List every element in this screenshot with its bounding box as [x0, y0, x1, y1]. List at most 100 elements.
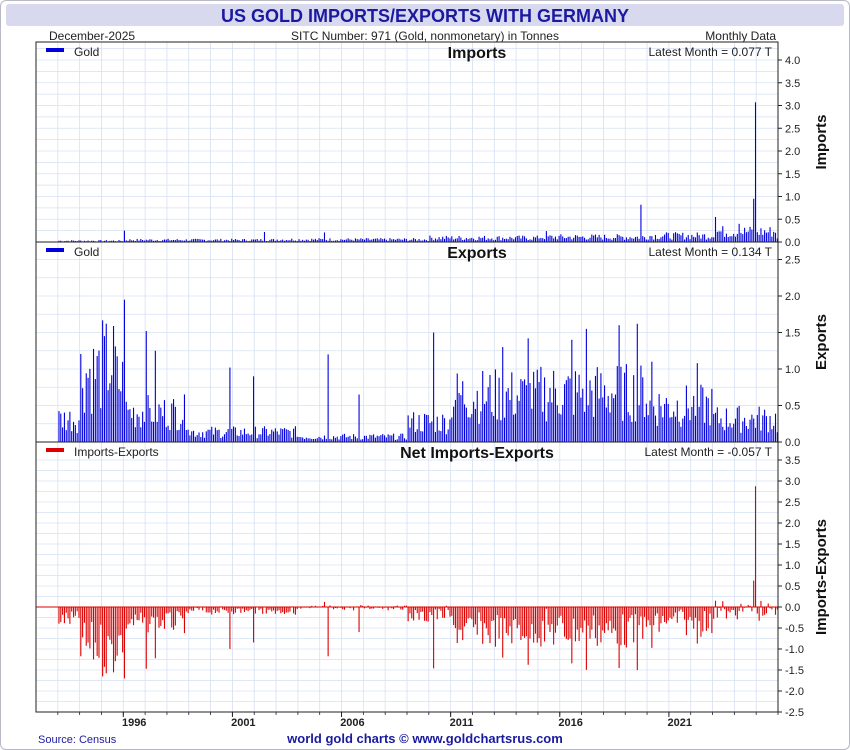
bar	[112, 326, 115, 442]
bar	[454, 607, 456, 629]
bar	[369, 434, 371, 442]
bar	[316, 438, 318, 442]
bar	[567, 607, 569, 640]
bar	[705, 396, 707, 442]
bar	[234, 427, 236, 442]
y-axis-label: Imports-Exports	[813, 519, 830, 635]
bar	[553, 607, 555, 645]
bar	[545, 231, 547, 242]
bar	[713, 413, 715, 442]
bar	[163, 607, 165, 629]
bar	[762, 607, 764, 616]
bar	[67, 240, 69, 242]
bar	[407, 240, 409, 242]
bar	[576, 392, 578, 442]
bar	[602, 239, 604, 242]
bar	[227, 240, 229, 242]
bar	[413, 412, 415, 442]
bar	[503, 417, 506, 442]
bar	[173, 399, 175, 442]
bar	[105, 607, 107, 674]
bar	[745, 426, 747, 442]
bar	[765, 416, 767, 442]
bar	[469, 607, 471, 618]
bar	[642, 236, 644, 242]
bar	[393, 433, 395, 442]
bar	[149, 607, 151, 625]
bar	[724, 607, 726, 610]
bar	[374, 437, 376, 442]
bar	[614, 394, 617, 442]
bar	[445, 434, 447, 442]
bar	[549, 387, 551, 442]
bar	[120, 391, 122, 442]
bar	[365, 435, 367, 442]
bar	[471, 607, 473, 620]
bar	[393, 239, 395, 242]
bar	[140, 238, 142, 242]
bar	[509, 399, 511, 442]
bar	[313, 439, 315, 442]
bar	[296, 436, 298, 442]
bar	[109, 607, 111, 640]
bar	[134, 427, 136, 442]
bar	[636, 323, 638, 442]
bar	[453, 607, 455, 626]
bar	[765, 607, 767, 614]
bar	[242, 434, 244, 442]
bar	[656, 425, 658, 442]
bar	[214, 607, 216, 613]
bar	[340, 436, 342, 442]
y-tick-label: 2.5	[785, 497, 800, 509]
bar	[131, 607, 133, 620]
bar	[754, 486, 757, 607]
bar	[382, 607, 384, 609]
bar	[371, 239, 373, 242]
bar	[249, 435, 251, 442]
bar	[505, 607, 507, 633]
bar	[87, 377, 89, 442]
bar	[316, 240, 318, 242]
bar	[245, 607, 247, 611]
bar	[369, 239, 371, 242]
bar	[58, 607, 60, 624]
bar	[389, 238, 391, 242]
y-tick-label: 0.0	[785, 237, 800, 249]
bar	[307, 239, 309, 242]
bar	[676, 233, 678, 242]
bar	[131, 240, 133, 242]
bar	[602, 607, 604, 631]
bar	[282, 607, 284, 613]
bar	[587, 239, 589, 242]
bar	[132, 240, 135, 242]
bar	[209, 240, 211, 242]
bar	[65, 607, 67, 613]
bar	[460, 607, 462, 630]
bar	[336, 240, 338, 242]
bar	[514, 413, 516, 442]
bar	[618, 235, 620, 242]
bar	[513, 239, 515, 242]
bar	[462, 607, 464, 641]
bar	[645, 607, 647, 627]
bar	[380, 238, 382, 242]
bar	[540, 607, 542, 647]
bar	[191, 607, 193, 611]
bar	[680, 607, 682, 610]
bar	[271, 239, 273, 242]
bar	[213, 240, 215, 242]
bar	[467, 239, 469, 242]
bar	[774, 232, 777, 242]
bar	[514, 607, 516, 619]
y-tick-label: 2.0	[785, 518, 800, 530]
bar	[483, 404, 486, 442]
bar	[751, 414, 753, 442]
bar	[402, 607, 404, 610]
bar	[185, 429, 187, 442]
bar	[771, 607, 773, 610]
bar	[196, 238, 198, 242]
bar	[687, 234, 689, 242]
bar	[523, 236, 526, 242]
bar	[187, 240, 189, 242]
bar	[478, 236, 480, 242]
